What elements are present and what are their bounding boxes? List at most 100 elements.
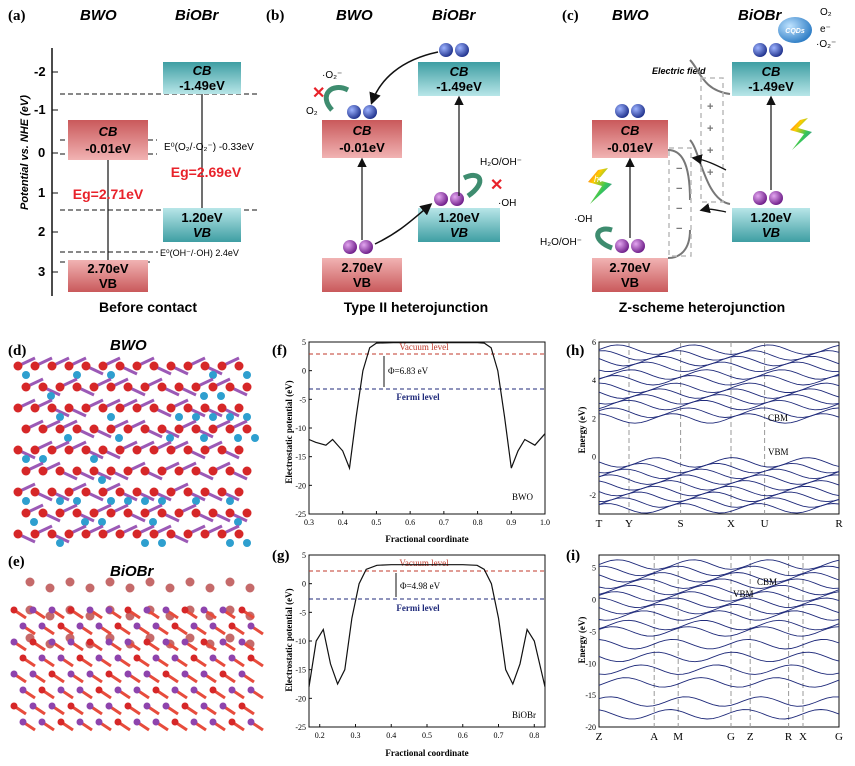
bwo-cb-box-c bbox=[592, 120, 668, 158]
band-line bbox=[598, 664, 840, 675]
bismuth-atom bbox=[209, 686, 217, 694]
bismuth-atom bbox=[76, 718, 84, 726]
tungsten-atom bbox=[73, 371, 81, 379]
oxygen-atom bbox=[89, 508, 99, 518]
bismuth-atom bbox=[247, 654, 255, 662]
oxygen-atom bbox=[242, 508, 252, 518]
header-bwo-c: BWO bbox=[612, 7, 649, 24]
bismuth-atom bbox=[114, 654, 122, 662]
panel-label-a: (a) bbox=[8, 8, 26, 24]
y-tick-label: 2 bbox=[592, 414, 596, 423]
tungsten-atom bbox=[226, 497, 234, 505]
bismuth-atom bbox=[38, 654, 46, 662]
electron-icon bbox=[363, 105, 377, 119]
xlabel-g: Fractional coordinate bbox=[385, 748, 468, 758]
bismuth-atom bbox=[29, 702, 37, 710]
superoxide-label-b: ·O₂⁻ bbox=[322, 70, 342, 81]
bismuth-atom bbox=[219, 638, 227, 646]
bismuth-atom bbox=[171, 718, 179, 726]
ref-o2-level: E⁰(O₂/·O₂⁻) -0.33eV bbox=[164, 142, 254, 153]
band-line bbox=[598, 619, 840, 631]
bismuth-atom bbox=[114, 686, 122, 694]
oxygen-atom bbox=[13, 361, 23, 371]
y-tick-label: 4 bbox=[592, 376, 596, 385]
tungsten-atom bbox=[192, 497, 200, 505]
bismuth-atom bbox=[105, 670, 113, 678]
band-line bbox=[598, 638, 840, 650]
svg-text:−: − bbox=[676, 183, 682, 195]
tungsten-atom bbox=[158, 497, 166, 505]
water-label-b: H₂O/OH⁻ bbox=[480, 157, 522, 168]
bismuth-atom bbox=[114, 718, 122, 726]
oxygen-atom bbox=[157, 382, 167, 392]
oxygen-atom bbox=[225, 466, 235, 476]
electron-icon bbox=[347, 105, 361, 119]
bismuth-atom bbox=[181, 670, 189, 678]
oxygen-atom bbox=[123, 508, 133, 518]
bwo-cb-label-a: CB bbox=[99, 124, 118, 139]
tungsten-atom bbox=[175, 413, 183, 421]
oxygen-atom bbox=[98, 361, 108, 371]
bismuth-atom bbox=[171, 686, 179, 694]
bismuth-atom bbox=[181, 702, 189, 710]
bismuth-atom bbox=[95, 622, 103, 630]
kpoint-label: X bbox=[799, 731, 807, 743]
y-tick-label: -5 bbox=[299, 395, 306, 404]
oxygen-atom bbox=[132, 529, 142, 539]
panel-label-e: (e) bbox=[8, 554, 25, 570]
bismuth-atom bbox=[86, 670, 94, 678]
bismuth-atom bbox=[124, 606, 132, 614]
oxygen-atom bbox=[191, 466, 201, 476]
panel-i: (i) Energy (eV) Z A M G Z R X G50-5-10-15-20 CB… bbox=[566, 548, 843, 743]
o2-label-b: O₂ bbox=[306, 106, 318, 117]
ylabel-f: Electrostatic potential (eV) bbox=[284, 380, 294, 483]
bwo-vb-value-b: 2.70eV bbox=[341, 260, 383, 275]
svg-text:−: − bbox=[676, 163, 682, 175]
oxygen-atom bbox=[123, 382, 133, 392]
electron-icon bbox=[455, 43, 469, 57]
blocked-cross-icon: ✕ bbox=[490, 177, 503, 194]
band-line bbox=[598, 369, 840, 380]
oxygen-atom bbox=[208, 424, 218, 434]
kpoint-label: A bbox=[650, 731, 658, 743]
y-tick-label: -10 bbox=[295, 637, 306, 646]
tungsten-atom bbox=[234, 518, 242, 526]
band-line bbox=[598, 591, 840, 602]
oxygen-atom bbox=[115, 403, 125, 413]
tungsten-atom bbox=[226, 413, 234, 421]
bismuth-atom bbox=[48, 670, 56, 678]
band-line bbox=[598, 503, 840, 514]
oxygen-atom bbox=[242, 466, 252, 476]
y-tick-label: 5 bbox=[592, 564, 596, 573]
bismuth-atom bbox=[124, 702, 132, 710]
bismuth-atom bbox=[133, 718, 141, 726]
oxygen-atom bbox=[234, 445, 244, 455]
oxygen-atom bbox=[98, 529, 108, 539]
tungsten-atom bbox=[141, 497, 149, 505]
oxygen-atom bbox=[89, 466, 99, 476]
bismuth-atom bbox=[209, 654, 217, 662]
oxygen-atom bbox=[21, 508, 31, 518]
band-line bbox=[598, 584, 840, 596]
oxygen-atom bbox=[217, 403, 227, 413]
oxygen-atom bbox=[81, 529, 91, 539]
bismuth-atom bbox=[19, 718, 27, 726]
oxygen-atom bbox=[38, 382, 48, 392]
tick-label: 2 bbox=[38, 224, 45, 239]
plot-frame-h bbox=[598, 341, 840, 515]
svg-text:−: − bbox=[676, 223, 682, 235]
water-label-c: H₂O/OH⁻ bbox=[540, 237, 582, 248]
oxygen-atom bbox=[183, 361, 193, 371]
svg-text:+: + bbox=[707, 167, 713, 179]
band-bend-curve bbox=[667, 229, 691, 259]
bismuth-atom bbox=[228, 718, 236, 726]
bismuth-atom bbox=[29, 606, 37, 614]
oxygen-atom bbox=[132, 403, 142, 413]
y-tick-label: -10 bbox=[585, 659, 596, 668]
oxygen-atom bbox=[30, 403, 40, 413]
kpoint-label: Z bbox=[747, 731, 754, 743]
oxygen-atom bbox=[174, 508, 184, 518]
oxygen-atom bbox=[208, 508, 218, 518]
hole-icon bbox=[434, 192, 448, 206]
ticks-g: 0.2 0.3 0.4 0.5 0.6 0.7 0.8 5 0 -5 -10 -15 -20 -25 bbox=[295, 551, 539, 740]
